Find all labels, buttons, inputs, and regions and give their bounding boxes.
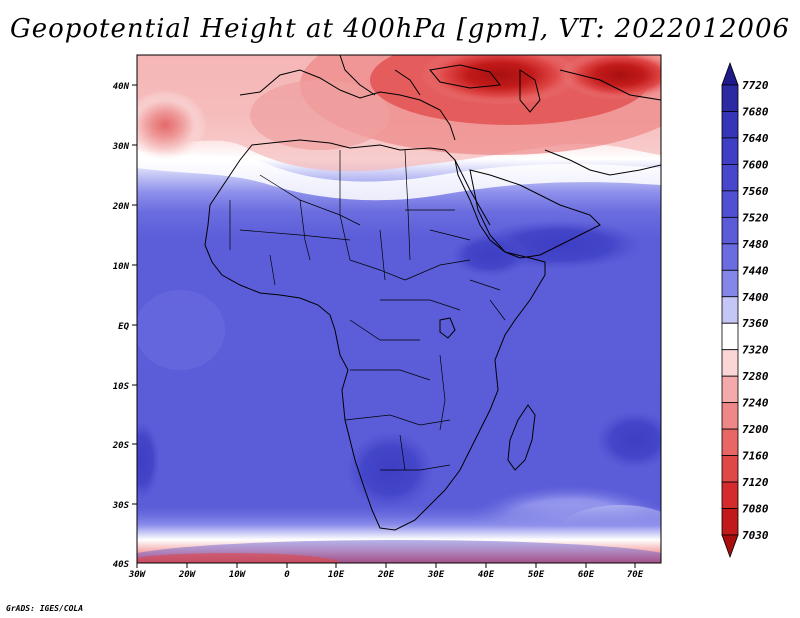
colorbar-segment — [721, 137, 739, 165]
colorbar-label: 7280 — [742, 370, 769, 383]
lon-label: 20E — [377, 570, 395, 580]
colorbar-label: 7030 — [742, 529, 769, 542]
colorbar-segment — [721, 243, 739, 271]
lon-label: 30E — [427, 570, 445, 580]
lon-label: 10E — [328, 570, 345, 580]
country-borders — [229, 149, 506, 471]
colorbar-label: 7680 — [742, 105, 769, 118]
lon-label: 0 — [284, 570, 290, 580]
lat-label: 40N — [113, 82, 130, 92]
page-title: Geopotential Height at 400hPa [gpm], VT:… — [9, 14, 791, 44]
height-field — [137, 55, 661, 563]
lon-label: 40E — [478, 570, 495, 580]
lat-label: 10N — [113, 262, 130, 272]
colorbar-segment — [721, 428, 739, 456]
lon-label: 60E — [578, 570, 595, 580]
colorbar-segment — [721, 216, 739, 245]
lon-label: 30W — [128, 570, 147, 580]
colorbar-segment — [721, 375, 739, 404]
lon-label: 20W — [178, 570, 197, 580]
colorbar-segment — [721, 269, 739, 298]
colorbar-top-arrow — [721, 61, 739, 86]
coastlines — [204, 55, 661, 531]
axis-ticks — [132, 84, 636, 568]
colorbar-segment — [721, 84, 739, 112]
lat-label: EQ — [118, 322, 129, 332]
colorbar-label: 7560 — [742, 185, 769, 198]
lat-label: 40S — [113, 560, 130, 570]
colorbar-segment — [721, 296, 739, 324]
colorbar-label: 7240 — [742, 397, 769, 410]
lon-label: 10W — [229, 570, 247, 580]
colorbar-label: 7640 — [742, 132, 769, 145]
lon-label: 70E — [627, 570, 644, 580]
lat-label: 30N — [112, 142, 130, 152]
colorbar-segment — [721, 322, 739, 351]
lat-label: 30S — [112, 501, 130, 511]
colorbar-segment — [721, 481, 739, 509]
lat-label: 20N — [112, 202, 130, 212]
colorbar-label: 7080 — [742, 503, 769, 516]
colorbar-segment — [721, 508, 739, 536]
credit-text: GrADS: IGES/COLA — [6, 604, 84, 613]
colorbar-label: 7720 — [742, 79, 769, 92]
colorbar-segment — [721, 402, 739, 430]
colorbar-label: 7400 — [742, 291, 769, 304]
colorbar-label: 7320 — [742, 344, 769, 357]
colorbar-labels: 7720 7680 7640 7600 7560 7520 7480 7440 7400 7360… — [742, 79, 769, 542]
colorbar-segment — [721, 111, 739, 139]
colorbar — [721, 61, 739, 559]
colorbar-segment — [721, 455, 739, 483]
colorbar-label: 7160 — [742, 450, 769, 463]
colorbar-bottom-arrow — [721, 534, 739, 559]
lat-label: 10S — [113, 382, 130, 392]
lat-label: 20S — [112, 441, 130, 451]
colorbar-segment — [721, 190, 739, 218]
colorbar-segment — [721, 164, 739, 192]
colorbar-label: 7520 — [742, 211, 769, 224]
lon-label: 50E — [528, 570, 545, 580]
colorbar-label: 7600 — [742, 158, 769, 171]
colorbar-label: 7480 — [742, 238, 769, 251]
colorbar-segment — [721, 349, 739, 377]
colorbar-label: 7360 — [742, 317, 769, 330]
map-frame — [136, 54, 662, 564]
colorbar-label: 7200 — [742, 423, 769, 436]
colorbar-label: 7440 — [742, 264, 769, 277]
colorbar-label: 7120 — [742, 476, 769, 489]
